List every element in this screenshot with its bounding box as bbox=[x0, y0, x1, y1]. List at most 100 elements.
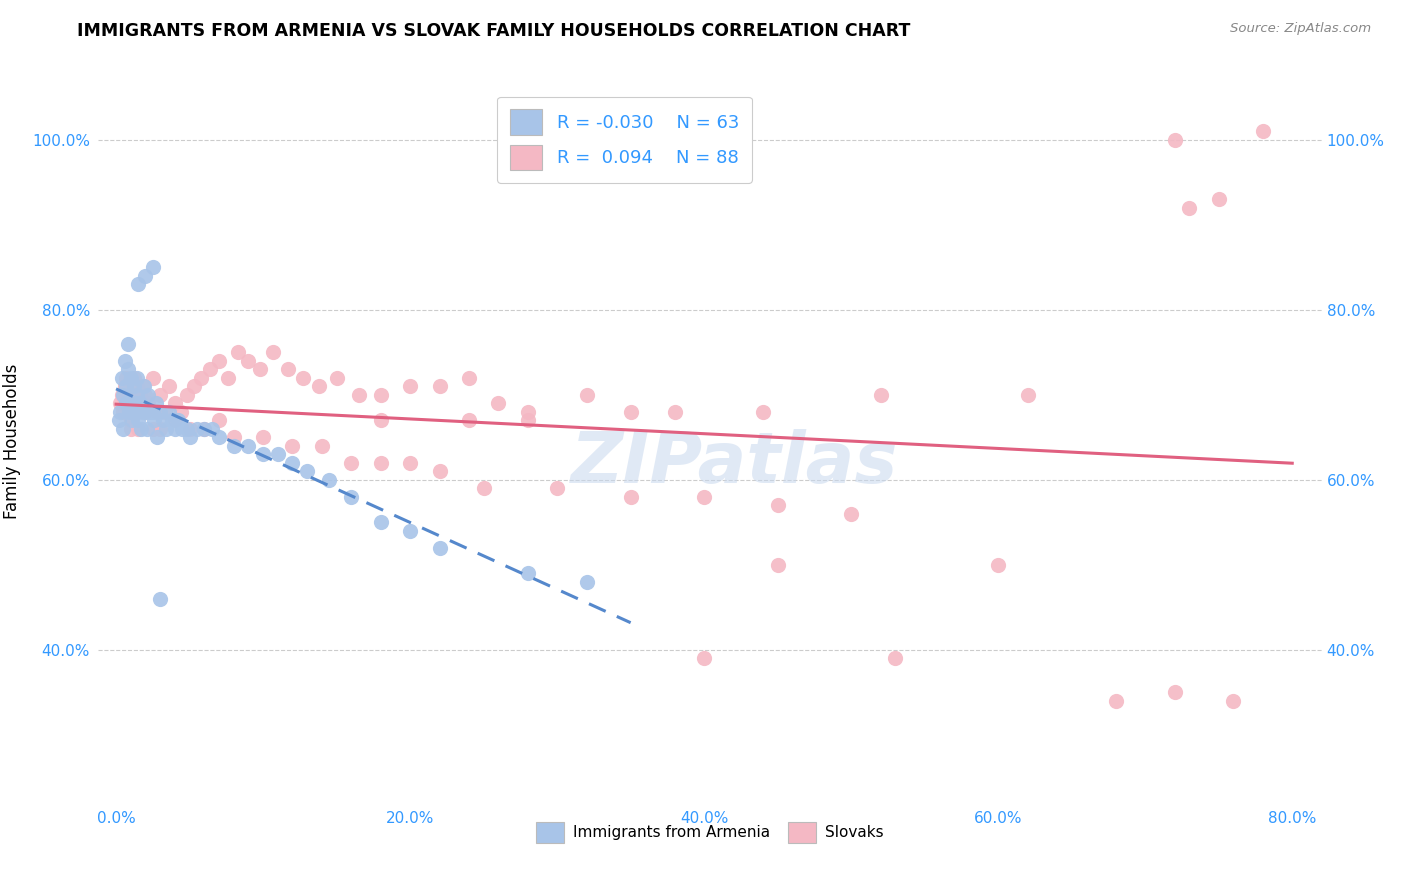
Point bbox=[122, 379, 145, 393]
Y-axis label: Family Households: Family Households bbox=[3, 364, 21, 519]
Point bbox=[839, 507, 862, 521]
Point bbox=[249, 362, 271, 376]
Point bbox=[869, 388, 891, 402]
Point bbox=[546, 481, 568, 495]
Point bbox=[193, 422, 215, 436]
Point bbox=[399, 524, 422, 538]
Point bbox=[291, 371, 314, 385]
Point bbox=[149, 388, 172, 402]
Point bbox=[118, 405, 141, 419]
Point bbox=[208, 353, 231, 368]
Point bbox=[693, 651, 716, 665]
Point bbox=[117, 388, 139, 402]
Legend: Immigrants from Armenia, Slovaks: Immigrants from Armenia, Slovaks bbox=[530, 815, 890, 849]
Point bbox=[122, 405, 145, 419]
Point bbox=[124, 396, 146, 410]
Point bbox=[516, 566, 538, 581]
Point bbox=[620, 490, 643, 504]
Point bbox=[111, 388, 134, 402]
Point bbox=[110, 396, 132, 410]
Point bbox=[132, 379, 155, 393]
Point bbox=[142, 260, 165, 275]
Point bbox=[125, 379, 148, 393]
Point bbox=[486, 396, 509, 410]
Point bbox=[149, 405, 172, 419]
Point bbox=[172, 422, 194, 436]
Point bbox=[1017, 388, 1039, 402]
Point bbox=[127, 422, 149, 436]
Point bbox=[127, 405, 149, 419]
Point bbox=[112, 422, 135, 436]
Point bbox=[186, 422, 208, 436]
Point bbox=[193, 422, 215, 436]
Point bbox=[370, 456, 392, 470]
Point bbox=[127, 413, 149, 427]
Point bbox=[134, 268, 156, 283]
Point bbox=[370, 516, 392, 530]
Text: Source: ZipAtlas.com: Source: ZipAtlas.com bbox=[1230, 22, 1371, 36]
Point bbox=[170, 405, 193, 419]
Point bbox=[131, 405, 153, 419]
Point bbox=[190, 371, 212, 385]
Point bbox=[238, 353, 260, 368]
Point bbox=[516, 405, 538, 419]
Point bbox=[139, 405, 162, 419]
Point bbox=[142, 422, 165, 436]
Point bbox=[217, 371, 239, 385]
Point bbox=[664, 405, 686, 419]
Point bbox=[134, 405, 156, 419]
Point bbox=[222, 439, 245, 453]
Point bbox=[458, 371, 481, 385]
Point bbox=[1163, 685, 1185, 699]
Point bbox=[163, 413, 186, 427]
Point bbox=[120, 396, 142, 410]
Point bbox=[129, 422, 152, 436]
Point bbox=[114, 353, 136, 368]
Point bbox=[166, 413, 188, 427]
Point bbox=[176, 388, 198, 402]
Point bbox=[281, 456, 304, 470]
Point bbox=[429, 464, 451, 478]
Point bbox=[125, 388, 148, 402]
Point bbox=[295, 464, 318, 478]
Point bbox=[458, 413, 481, 427]
Point bbox=[208, 413, 231, 427]
Point bbox=[262, 345, 284, 359]
Point bbox=[183, 379, 205, 393]
Point bbox=[142, 371, 165, 385]
Point bbox=[157, 405, 180, 419]
Point bbox=[575, 574, 598, 589]
Point bbox=[752, 405, 775, 419]
Point bbox=[143, 413, 166, 427]
Point bbox=[347, 388, 370, 402]
Point bbox=[128, 396, 150, 410]
Point bbox=[1222, 694, 1244, 708]
Point bbox=[115, 371, 138, 385]
Point bbox=[252, 430, 274, 444]
Point bbox=[120, 371, 142, 385]
Point bbox=[110, 405, 132, 419]
Point bbox=[120, 413, 142, 427]
Point bbox=[122, 371, 145, 385]
Point bbox=[1208, 192, 1230, 206]
Point bbox=[114, 379, 136, 393]
Point bbox=[325, 371, 347, 385]
Point bbox=[157, 379, 180, 393]
Point bbox=[112, 405, 135, 419]
Point bbox=[117, 362, 139, 376]
Point bbox=[222, 430, 245, 444]
Point bbox=[318, 473, 340, 487]
Point bbox=[115, 396, 138, 410]
Point bbox=[884, 651, 907, 665]
Point bbox=[1251, 124, 1274, 138]
Point bbox=[370, 388, 392, 402]
Point bbox=[252, 447, 274, 461]
Point bbox=[134, 405, 156, 419]
Point bbox=[121, 388, 143, 402]
Point bbox=[149, 422, 172, 436]
Point bbox=[152, 413, 174, 427]
Point bbox=[429, 379, 451, 393]
Point bbox=[128, 388, 150, 402]
Point bbox=[472, 481, 495, 495]
Point bbox=[163, 396, 186, 410]
